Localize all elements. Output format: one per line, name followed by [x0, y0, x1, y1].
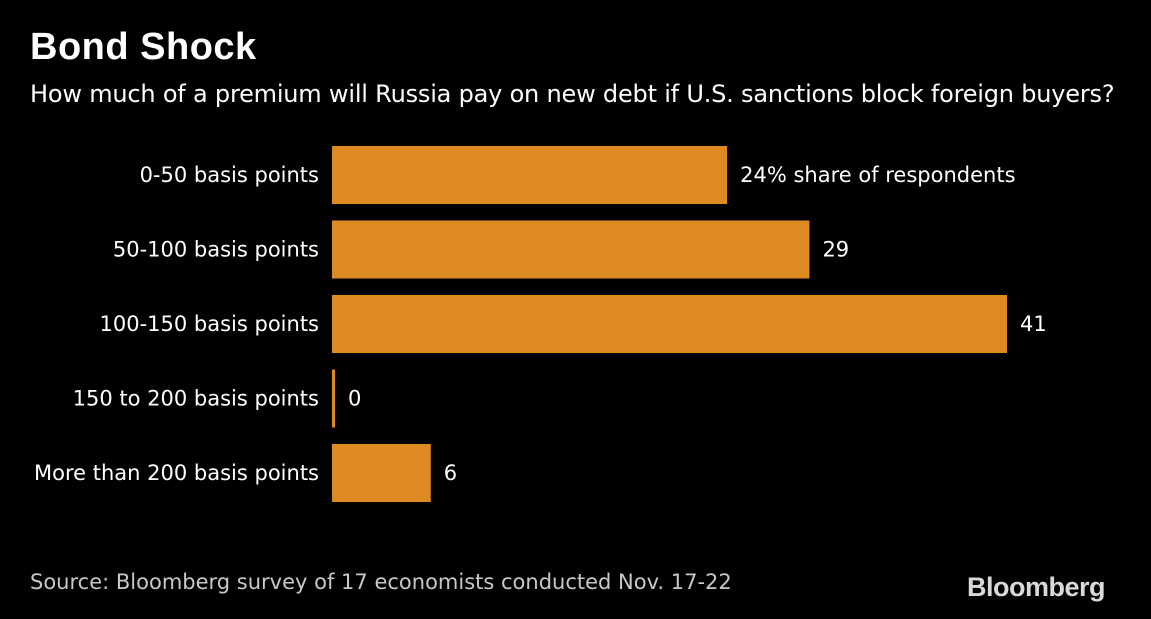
category-label-more-than-200-basis-points: More than 200 basis points	[34, 461, 319, 485]
value-label-more-than-200-basis-points: 6	[444, 461, 457, 485]
category-label-100-150-basis-points: 100-150 basis points	[99, 312, 319, 336]
chart-title: Bond Shock	[30, 26, 257, 68]
bloomberg-logo: Bloomberg	[967, 572, 1106, 602]
bar-50-100-basis-points	[332, 220, 810, 279]
bar-100-150-basis-points	[332, 295, 1007, 353]
category-label-150-to-200-basis-points: 150 to 200 basis points	[73, 387, 319, 411]
value-label-50-100-basis-points: 29	[822, 238, 849, 262]
value-label-150-to-200-basis-points: 0	[348, 387, 361, 411]
value-label-100-150-basis-points: 41	[1020, 312, 1047, 336]
chart-subtitle: How much of a premium will Russia pay on…	[30, 80, 1115, 108]
category-label-50-100-basis-points: 50-100 basis points	[113, 238, 319, 262]
bar-150-to-200-basis-points	[332, 369, 335, 428]
bar-more-than-200-basis-points	[332, 444, 431, 502]
value-label-0-50-basis-points: 24% share of respondents	[740, 163, 1015, 187]
source-note: Source: Bloomberg survey of 17 economist…	[30, 570, 732, 594]
category-label-0-50-basis-points: 0-50 basis points	[140, 163, 319, 187]
bar-0-50-basis-points	[332, 146, 728, 204]
